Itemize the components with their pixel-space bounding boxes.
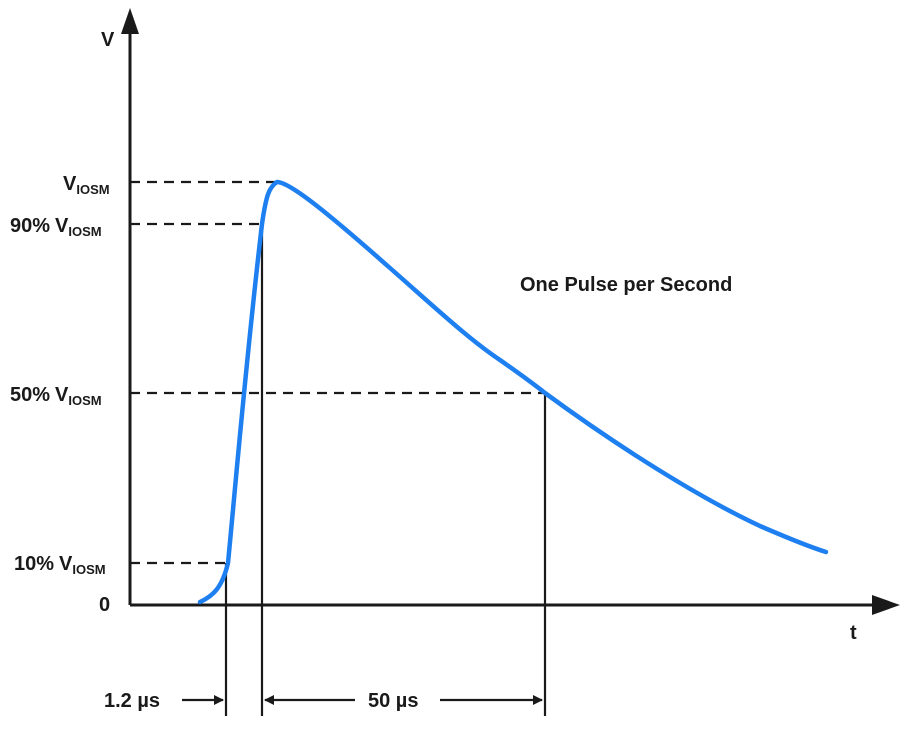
label-peak-sub: IOSM: [76, 182, 109, 197]
label-90-main: V: [55, 215, 69, 237]
label-peak-main: V: [63, 173, 77, 195]
y-axis-arrowhead: [121, 8, 139, 34]
label-10-prefix: 10%: [14, 553, 54, 575]
decay-time-label: 50 µs: [368, 690, 418, 712]
label-90-sub: IOSM: [68, 224, 101, 239]
rise-time-label: 1.2 µs: [104, 690, 160, 712]
x-axis-label: t: [850, 622, 857, 644]
label-50: 50% VIOSM: [10, 384, 102, 408]
label-10-main: V: [59, 553, 73, 575]
label-peak: VIOSM: [63, 173, 110, 197]
x-axis-arrowhead: [872, 595, 900, 615]
label-50-sub: IOSM: [68, 393, 101, 408]
label-50-prefix: 50%: [10, 384, 50, 406]
surge-pulse-waveform: [197, 179, 829, 605]
pulse-rate-annotation: One Pulse per Second: [520, 274, 732, 296]
label-50-main: V: [55, 384, 69, 406]
y-axis-label: V: [101, 29, 115, 51]
origin-label: 0: [99, 594, 110, 616]
label-10-sub: IOSM: [72, 562, 105, 577]
label-90-prefix: 90%: [10, 215, 50, 237]
label-10: 10% VIOSM: [14, 553, 106, 577]
label-90: 90% VIOSM: [10, 215, 102, 239]
